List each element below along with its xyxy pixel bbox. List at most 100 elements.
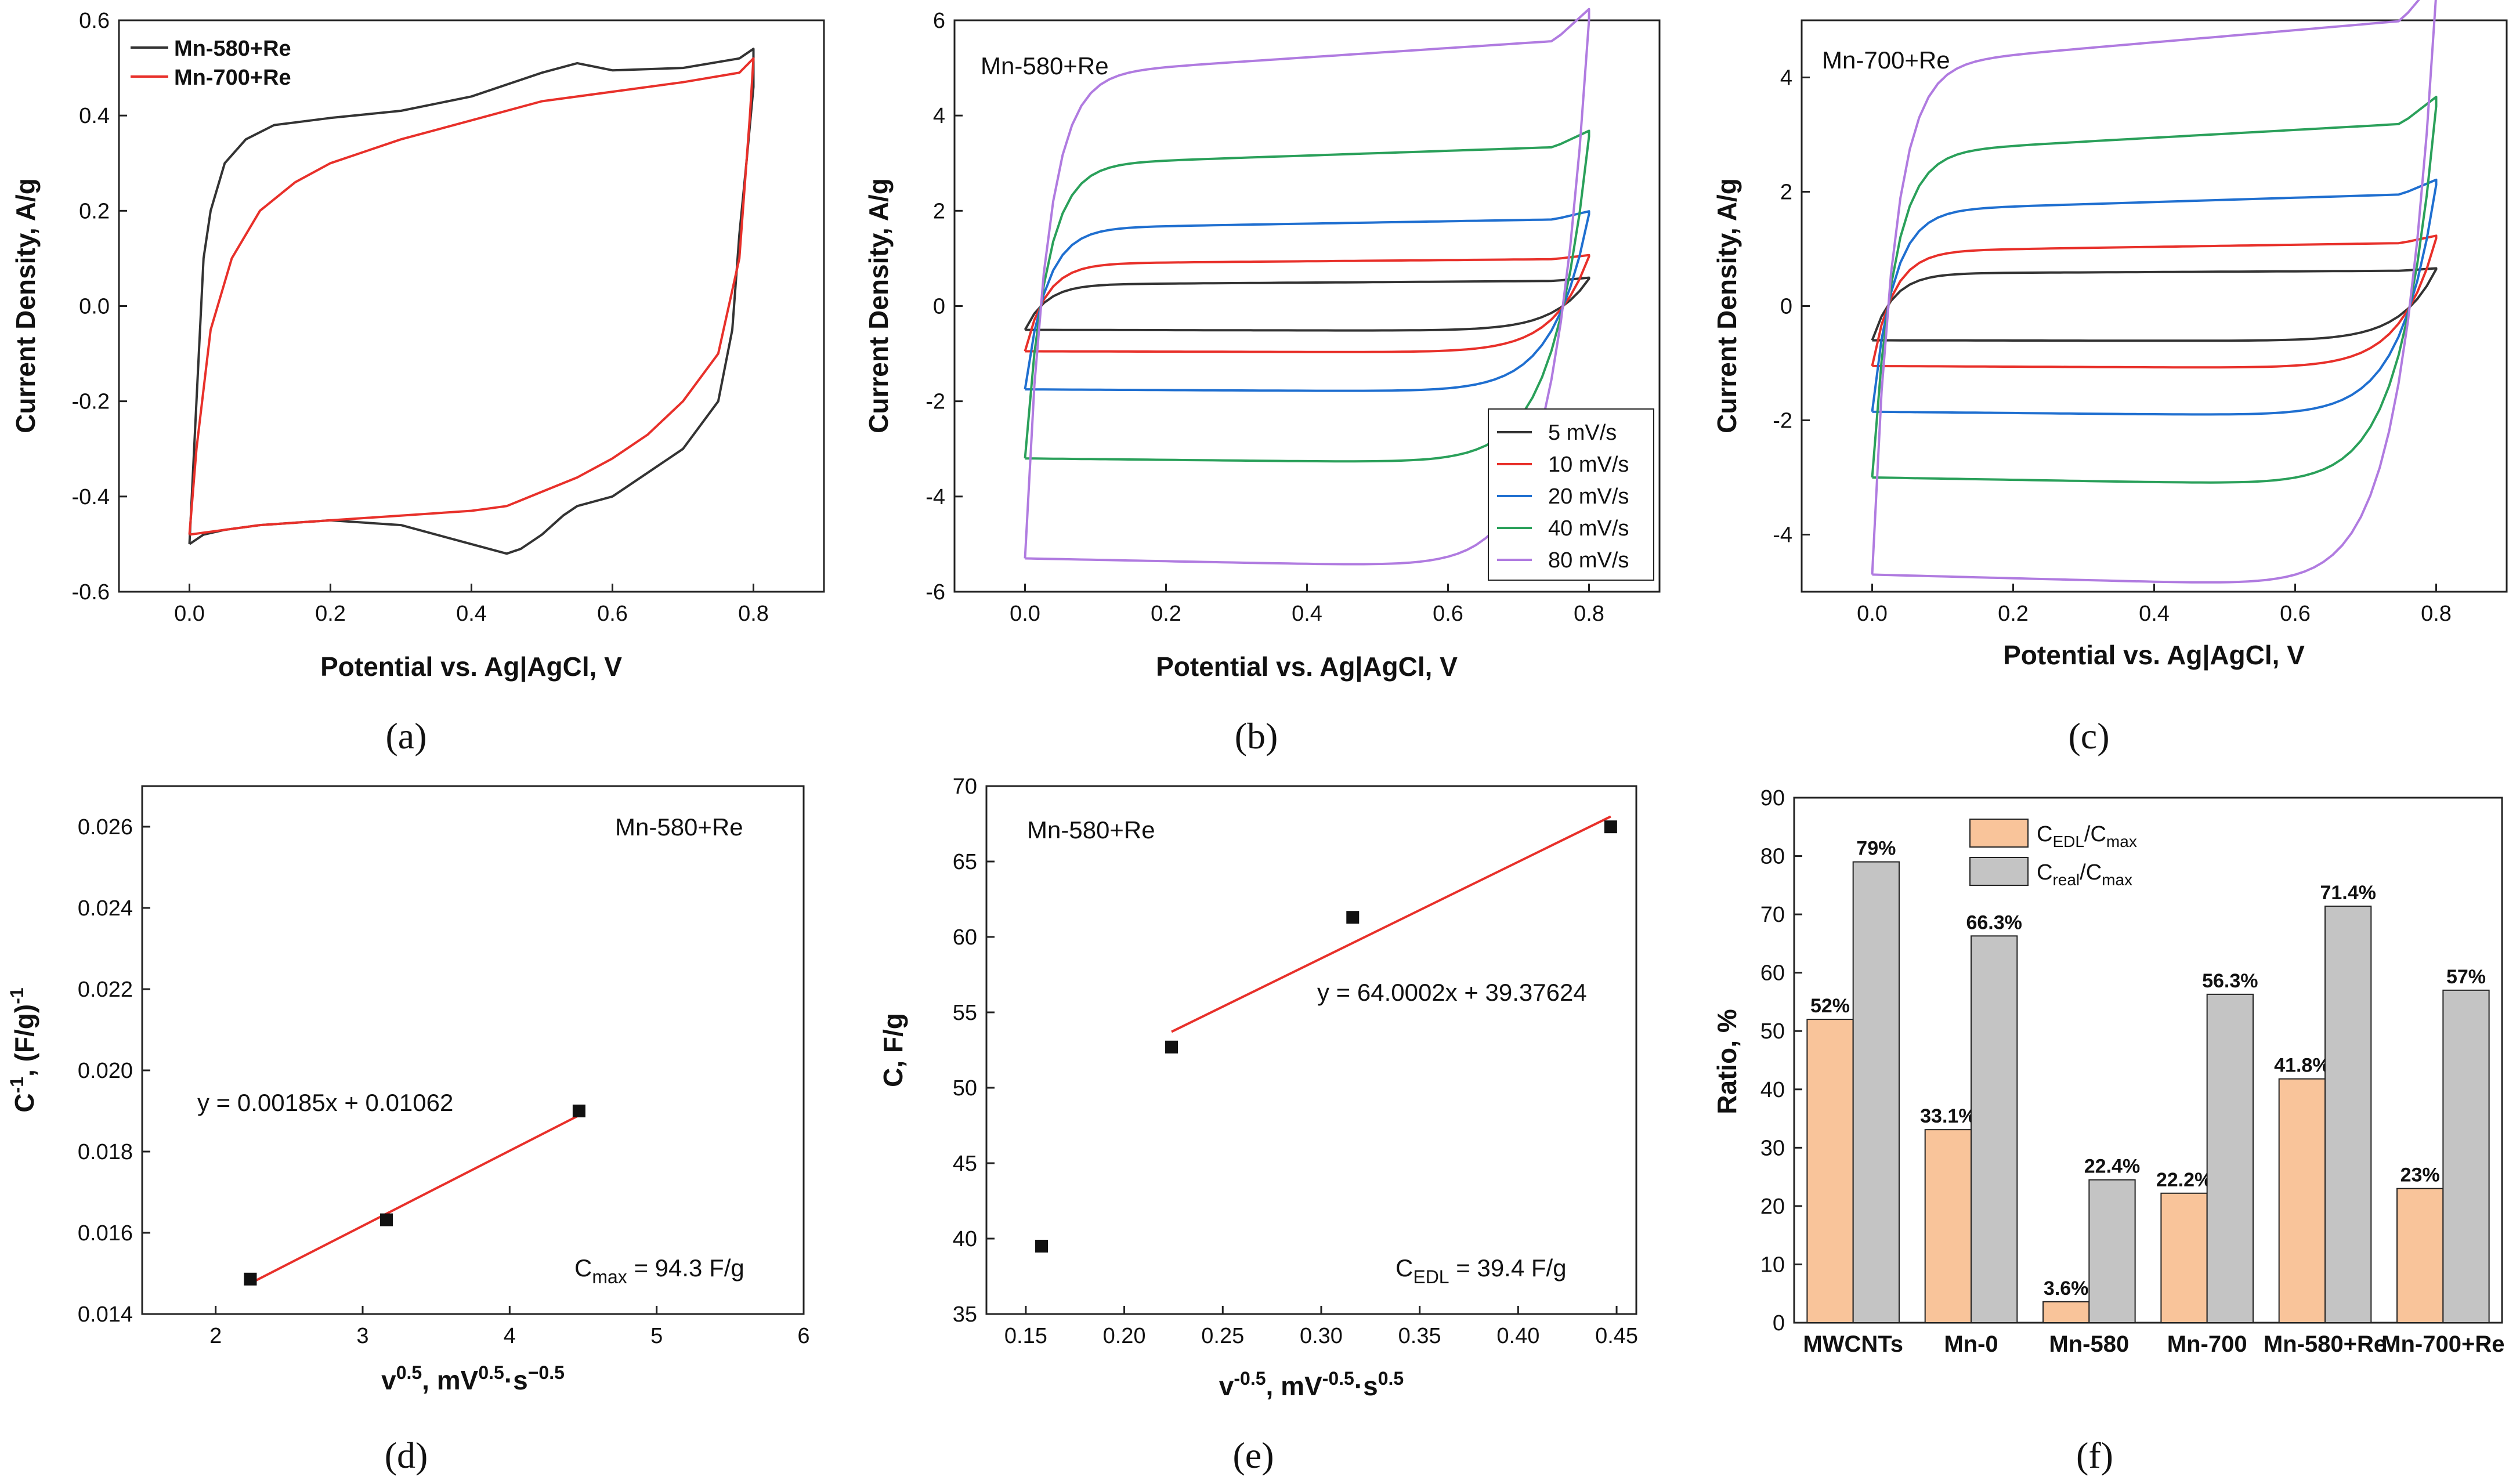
panel-label-b: (b)	[1235, 715, 1278, 757]
cv-loop-20-mvs	[1024, 210, 1590, 392]
y-tick-label: 40	[1760, 1078, 1785, 1102]
y-tick-label: 0.024	[78, 896, 133, 921]
cv-loop-10-mvs	[1871, 234, 2438, 369]
x-axis-label: v-0.5, mV-0.5·s0.5	[1219, 1368, 1404, 1401]
y-tick-label: 0.020	[78, 1059, 133, 1083]
x-tick-label: 0.6	[2280, 602, 2311, 626]
y-tick-label: 0.022	[78, 978, 133, 1002]
y-tick-label: 0.4	[79, 104, 110, 128]
x-ticks: 0.0 0.2 0.4 0.6 0.8	[1010, 584, 1604, 626]
legend-label-edl: CEDL/Cmax	[2037, 822, 2137, 850]
x-tick-label: 0.8	[1574, 602, 1604, 626]
y-ticks: 0 10 20 30 40 50 60 70 80 90	[1760, 786, 1802, 1335]
plot-frame	[985, 785, 1637, 1315]
series-group	[1871, 0, 2438, 584]
bar-creal-mn-0	[1971, 935, 2018, 1323]
y-tick-label: 0	[933, 295, 945, 319]
panel-label-f: (f)	[2076, 1435, 2113, 1476]
data-point	[244, 1272, 257, 1286]
series-group	[1024, 8, 1590, 566]
x-ticks: 0.0 0.2 0.4 0.6 0.8	[1857, 584, 2452, 626]
plot-frame	[141, 785, 805, 1315]
legend-swatch-real	[1969, 857, 2029, 886]
x-tick-label: 4	[504, 1324, 516, 1348]
bar-cedl-mn-700	[2160, 1192, 2208, 1323]
cv-loop-10-mvs	[1024, 254, 1590, 353]
data-point	[1346, 911, 1360, 924]
cv-loop-80-mvs	[1871, 0, 2437, 584]
category-label: Mn-700	[2167, 1331, 2247, 1357]
category-label: Mn-700+Re	[2381, 1331, 2504, 1357]
bar-value-label: 79%	[1856, 838, 1896, 860]
x-tick-label: 0.6	[1433, 602, 1463, 626]
y-tick-label: 45	[953, 1152, 977, 1176]
y-tick-label: 20	[1760, 1195, 1785, 1219]
x-axis-label: v0.5, mV0.5·s−0.5	[381, 1362, 565, 1395]
chart-c: 0.0 0.2 0.4 0.6 0.8 -4 -2 0 2 4 Mn-700+Re Potent…	[1712, 0, 2508, 757]
x-ticks: 0.0 0.2 0.4 0.6 0.8	[174, 584, 769, 626]
y-axis-label: Current Density, A/g	[863, 178, 894, 433]
y-tick-label: 90	[1760, 786, 1785, 810]
x-tick-label: 0.25	[1201, 1324, 1244, 1348]
cv-loop-mn-700-re	[188, 57, 755, 536]
sample-annotation: Mn-700+Re	[1822, 46, 1950, 74]
y-tick-label: -2	[925, 390, 945, 414]
y-tick-label: 2	[933, 199, 945, 223]
legend-label-20: 20 mV/s	[1548, 484, 1629, 509]
fit-equation: y = 0.00185x + 0.01062	[197, 1089, 453, 1116]
cv-loop-40-mvs	[1024, 129, 1590, 463]
legend-box	[1488, 408, 1654, 581]
bar-cedl-mn-580-re	[2278, 1078, 2326, 1323]
y-ticks: 0.014 0.016 0.018 0.020 0.022 0.024 0.026	[78, 815, 150, 1327]
x-tick-label: 0.4	[1292, 602, 1322, 626]
x-axis-label: Potential vs. Ag|AgCl, V	[320, 651, 622, 682]
y-tick-label: 70	[1760, 903, 1785, 927]
y-tick-label: 80	[1760, 845, 1785, 869]
sample-annotation: Mn-580+Re	[981, 52, 1109, 79]
data-point	[380, 1213, 393, 1226]
plot-frame	[1793, 797, 2503, 1324]
x-tick-label: 0.0	[1857, 602, 1888, 626]
bar-value-label: 22.2%	[2156, 1169, 2212, 1191]
y-tick-label: 0	[1773, 1311, 1785, 1335]
panel-label-c: (c)	[2068, 715, 2109, 757]
y-tick-label: 0.014	[78, 1302, 133, 1327]
y-tick-label: 70	[953, 774, 977, 799]
x-tick-label: 0.2	[1151, 602, 1181, 626]
legend-label-40: 40 mV/s	[1548, 516, 1629, 541]
y-ticks: -0.6 -0.4 -0.2 0.0 0.2 0.4 0.6	[72, 9, 127, 605]
series-group	[244, 1105, 585, 1286]
fit-line	[250, 1114, 580, 1284]
x-tick-label: 6	[797, 1324, 809, 1348]
bar-cedl-mn-580	[2042, 1301, 2090, 1324]
fit-equation: y = 64.0002x + 39.37624	[1317, 979, 1587, 1006]
bar-value-label: 56.3%	[2202, 970, 2258, 992]
y-axis-label: Ratio, %	[1712, 1009, 1742, 1114]
y-tick-label: 4	[1780, 66, 1792, 91]
category-label: MWCNTs	[1803, 1331, 1903, 1357]
y-tick-label: 50	[953, 1076, 977, 1101]
y-ticks: 35 40 45 50 55 60 65 70	[953, 774, 995, 1327]
bar-cedl-mn-700-re	[2396, 1188, 2444, 1323]
y-axis-label: Current Density, A/g	[10, 178, 41, 433]
y-tick-label: 0.2	[79, 199, 110, 223]
legend: 5 mV/s 10 mV/s 20 mV/s 40 mV/s 80 mV/s	[1488, 408, 1654, 581]
bar-creal-mwcnts	[1852, 861, 1900, 1323]
y-tick-label: 4	[933, 104, 945, 128]
chart-a: 0.0 0.2 0.4 0.6 0.8 -0.6 -0.4 -0.2 0.0 0.2 0.4 0.6…	[10, 9, 825, 757]
x-tick-label: 0.4	[2139, 602, 2170, 626]
bar-creal-mn-700	[2206, 993, 2254, 1323]
legend: Mn-580+Re Mn-700+Re	[131, 37, 291, 90]
y-tick-label: 35	[953, 1302, 977, 1327]
cv-loop-40-mvs	[1871, 96, 2438, 484]
bar-creal-mn-580-re	[2324, 906, 2372, 1323]
y-tick-label: -0.2	[72, 390, 110, 414]
legend-label-10: 10 mV/s	[1548, 453, 1629, 477]
y-axis-label: Current Density, A/g	[1712, 178, 1742, 433]
x-tick-label: 0.35	[1398, 1324, 1441, 1348]
bar-value-label: 41.8%	[2274, 1055, 2330, 1077]
bar-cedl-mn-0	[1924, 1129, 1972, 1324]
legend-label-80: 80 mV/s	[1548, 548, 1629, 573]
